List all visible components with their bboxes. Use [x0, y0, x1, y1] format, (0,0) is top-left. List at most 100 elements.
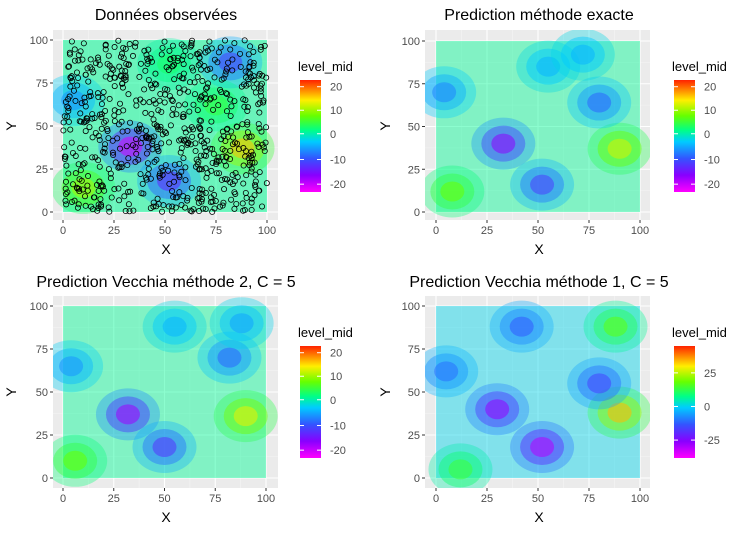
observation-point: [167, 122, 174, 129]
observation-point: [142, 109, 149, 116]
observation-point: [65, 118, 72, 125]
observation-point: [78, 100, 85, 107]
y-tick-label: 0: [42, 473, 48, 485]
x-tick-label: 100: [257, 493, 275, 505]
observation-point: [133, 136, 140, 143]
observation-point: [133, 102, 140, 109]
observation-point: [223, 65, 230, 72]
observation-point: [219, 128, 226, 135]
observation-point: [182, 204, 189, 211]
legend: level_mid 20 10 0 -10 -20: [298, 59, 353, 192]
observation-point: [255, 187, 262, 194]
observation-point: [159, 44, 166, 51]
observation-point: [101, 119, 108, 126]
observation-point: [230, 134, 237, 141]
observation-point: [125, 62, 132, 69]
observation-point: [215, 49, 222, 56]
grid-lines: [425, 296, 650, 488]
observation-point: [189, 133, 196, 140]
observation-point: [194, 50, 201, 57]
observation-point: [212, 198, 219, 205]
x-axis-label: X: [534, 241, 544, 257]
observation-point: [234, 174, 241, 181]
observation-point: [149, 138, 156, 145]
observation-point: [221, 175, 228, 182]
legend-title: level_mid: [298, 325, 353, 340]
observation-point: [127, 119, 134, 126]
observation-point: [202, 44, 209, 51]
observation-point: [242, 97, 249, 104]
observation-point: [125, 61, 132, 68]
observation-point: [196, 166, 203, 173]
observation-point: [139, 180, 146, 187]
observation-point: [155, 148, 162, 155]
observation-point: [175, 84, 182, 91]
observation-point: [202, 189, 209, 196]
observation-point: [171, 178, 178, 185]
y-tick-label: 50: [408, 122, 420, 134]
x-tick-label: 25: [108, 493, 120, 505]
x-tick-label: 100: [631, 225, 649, 237]
observation-point: [190, 67, 197, 74]
observation-point: [223, 154, 230, 161]
observation-point: [188, 42, 195, 49]
observation-point: [136, 73, 143, 80]
observation-point: [217, 44, 224, 51]
observation-point: [65, 170, 72, 177]
observation-point: [205, 80, 212, 87]
x-tick-label: 25: [481, 493, 493, 505]
observation-point: [182, 177, 189, 184]
field-hotspot: [440, 181, 465, 202]
observation-point: [145, 165, 152, 172]
observation-point: [171, 161, 178, 168]
field-hotspot: [587, 92, 612, 113]
observation-point: [235, 146, 242, 153]
field-hotspot: [570, 44, 595, 65]
observation-point: [224, 91, 231, 98]
observation-point: [218, 176, 225, 183]
y-tick-label: 50: [36, 121, 48, 133]
observation-point: [172, 204, 179, 211]
observation-point: [197, 132, 204, 139]
y-axis-label: Y: [3, 387, 19, 397]
observation-point: [95, 93, 102, 100]
observation-point: [209, 208, 216, 215]
observation-point: [213, 170, 220, 177]
observation-point: [125, 91, 132, 98]
observation-point: [202, 101, 209, 108]
observation-point: [173, 111, 180, 118]
x-axis-label: X: [161, 241, 171, 257]
observation-point: [162, 162, 169, 169]
observation-point: [259, 203, 266, 210]
observation-point: [153, 203, 160, 210]
observation-point: [261, 42, 268, 49]
x-tick-label: 75: [210, 225, 222, 237]
observation-point: [180, 43, 187, 50]
observation-point: [72, 97, 79, 104]
observation-point: [100, 89, 107, 96]
observation-point: [121, 193, 128, 200]
legend-colorbar: [300, 80, 321, 192]
panel-exact: Prediction méthode exacte 0 25 50 75 1000255…: [377, 7, 727, 257]
x-tick-label: 25: [481, 225, 493, 237]
observation-point: [76, 188, 83, 195]
observation-point: [227, 147, 234, 154]
observation-point: [65, 63, 72, 70]
observation-point: [77, 48, 84, 55]
observation-point: [180, 53, 187, 60]
observation-point: [122, 76, 129, 83]
observation-point: [190, 206, 197, 213]
observation-point: [150, 116, 157, 123]
observation-point: [140, 190, 147, 197]
observation-point: [248, 199, 255, 206]
observation-point: [79, 161, 86, 168]
observation-point: [175, 102, 182, 109]
observation-point: [250, 48, 257, 55]
observation-point: [61, 113, 68, 120]
observation-point: [170, 105, 177, 112]
observation-point: [145, 76, 152, 83]
observation-point: [132, 43, 139, 50]
observation-point: [248, 168, 255, 175]
observation-point: [247, 43, 254, 50]
observation-point: [75, 74, 82, 81]
